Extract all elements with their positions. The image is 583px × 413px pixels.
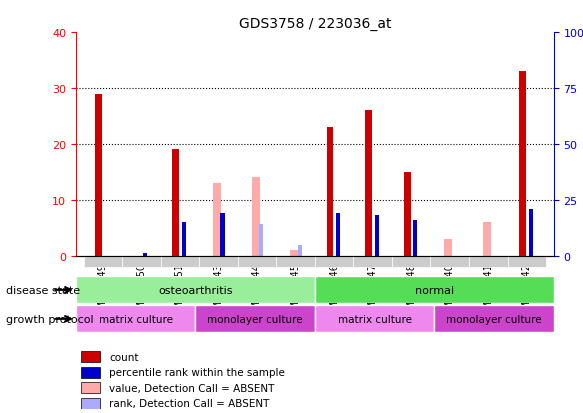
Bar (413, 221, 417, 256)
Bar (483, 223, 491, 256)
Bar (375, 216, 379, 256)
FancyBboxPatch shape (238, 256, 276, 267)
Bar (143, 254, 147, 256)
Text: normal: normal (415, 285, 454, 295)
Bar (80, 367, 100, 378)
Bar (404, 173, 410, 256)
Bar (252, 178, 259, 256)
FancyBboxPatch shape (353, 256, 392, 267)
Text: count: count (109, 352, 139, 362)
FancyBboxPatch shape (315, 277, 554, 304)
Bar (365, 111, 372, 256)
FancyBboxPatch shape (199, 256, 238, 267)
Bar (220, 214, 224, 256)
FancyBboxPatch shape (392, 256, 430, 267)
Text: monolayer culture: monolayer culture (446, 314, 542, 324)
Bar (259, 225, 263, 256)
Text: percentile rank within the sample: percentile rank within the sample (109, 367, 285, 377)
Bar (173, 150, 179, 256)
FancyBboxPatch shape (430, 256, 469, 267)
Title: GDS3758 / 223036_at: GDS3758 / 223036_at (238, 17, 391, 31)
Bar (529, 209, 533, 256)
Bar (519, 72, 526, 256)
Text: matrix culture: matrix culture (338, 314, 412, 324)
Bar (213, 183, 221, 256)
FancyBboxPatch shape (195, 306, 315, 332)
Text: osteoarthritis: osteoarthritis (158, 285, 233, 295)
Bar (80, 382, 100, 393)
Text: rank, Detection Call = ABSENT: rank, Detection Call = ABSENT (109, 398, 269, 408)
FancyBboxPatch shape (276, 256, 315, 267)
Bar (80, 351, 100, 363)
FancyBboxPatch shape (434, 306, 554, 332)
Text: matrix culture: matrix culture (99, 314, 173, 324)
FancyBboxPatch shape (160, 256, 199, 267)
Bar (96, 95, 102, 256)
FancyBboxPatch shape (76, 277, 315, 304)
Bar (182, 223, 186, 256)
FancyBboxPatch shape (122, 256, 160, 267)
FancyBboxPatch shape (508, 256, 546, 267)
Text: disease state: disease state (6, 285, 80, 295)
Bar (80, 398, 100, 409)
FancyBboxPatch shape (315, 306, 434, 332)
FancyBboxPatch shape (315, 256, 353, 267)
Text: monolayer culture: monolayer culture (207, 314, 303, 324)
Bar (444, 239, 452, 256)
Text: value, Detection Call = ABSENT: value, Detection Call = ABSENT (109, 383, 275, 393)
FancyBboxPatch shape (76, 306, 195, 332)
Bar (326, 128, 333, 256)
Bar (290, 250, 298, 256)
Text: growth protocol: growth protocol (6, 314, 93, 324)
Bar (297, 245, 301, 256)
FancyBboxPatch shape (469, 256, 508, 267)
FancyBboxPatch shape (83, 256, 122, 267)
Bar (336, 214, 340, 256)
